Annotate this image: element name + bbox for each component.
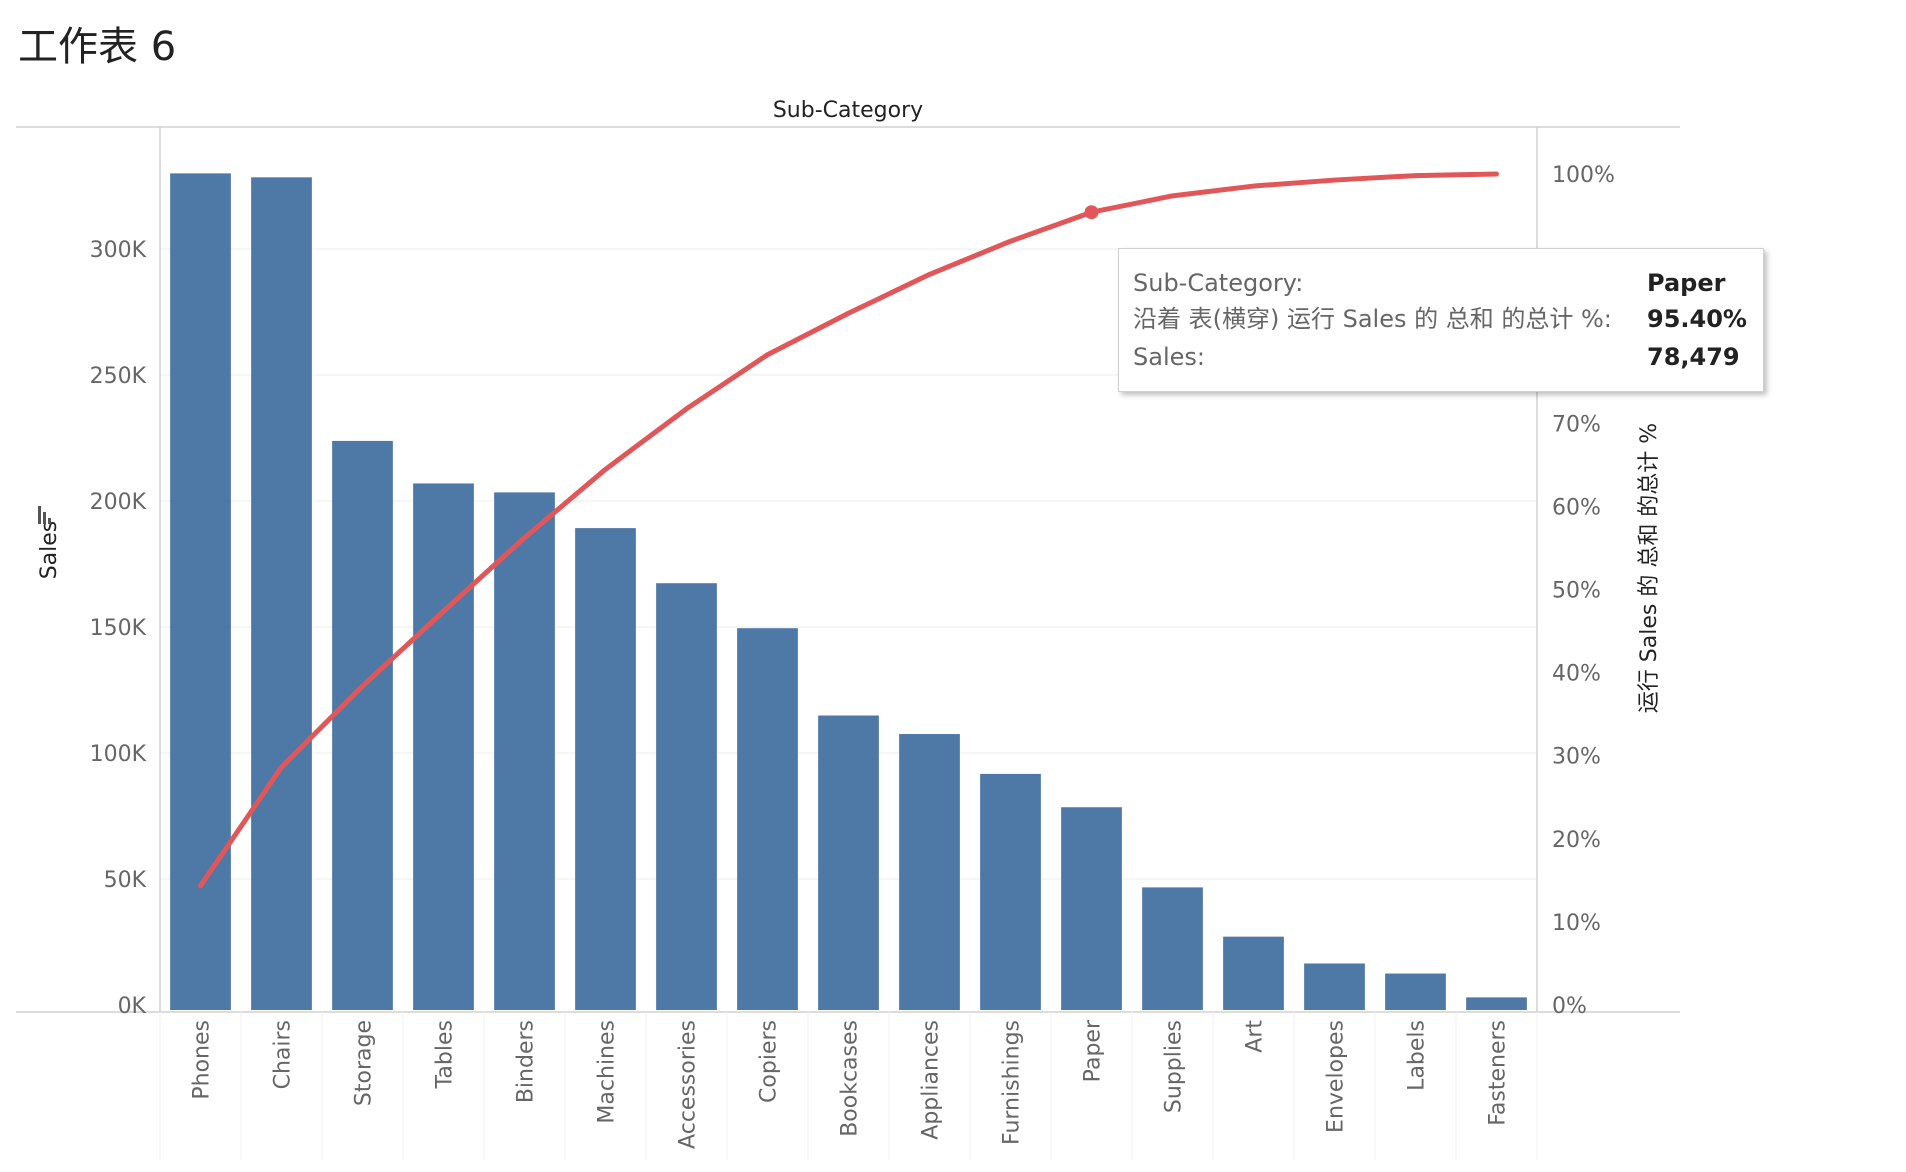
bar-furnishings[interactable] (980, 773, 1041, 1010)
tooltip-value: Paper (1647, 269, 1726, 297)
bar-copiers[interactable] (737, 628, 798, 1010)
y2-tick-label: 40% (1552, 662, 1601, 687)
chart-frame (16, 126, 1680, 1160)
cumulative-percent-line[interactable] (198, 171, 1499, 889)
y2-tick-label: 100% (1552, 163, 1615, 188)
x-tick-label: Supplies (1162, 1020, 1187, 1113)
bar-envelopes[interactable] (1304, 963, 1365, 1010)
bars (170, 173, 1527, 1011)
x-tick-label: Art (1243, 1020, 1268, 1053)
y-tick-label: 200K (90, 490, 147, 515)
x-tick-label: Binders (514, 1020, 539, 1103)
bar-binders[interactable] (494, 492, 555, 1010)
y2-tick-label: 30% (1552, 745, 1601, 770)
x-tick-label: Phones (190, 1020, 215, 1100)
y2-tick-label: 60% (1552, 495, 1601, 520)
tooltip-label: Sub-Category: (1133, 269, 1304, 297)
tooltip-row-subcategory: Sub-Category: Paper (1133, 265, 1753, 301)
bar-machines[interactable] (575, 528, 636, 1010)
x-tick-label: Tables (433, 1020, 458, 1089)
sheet-title: 工作表 6 (18, 24, 177, 70)
tooltip-value: 95.40% (1647, 305, 1747, 333)
tooltip-row-running-total: 沿着 表(横穿) 运行 Sales 的 总和 的总计 %: 95.40% (1133, 301, 1753, 337)
x-tick-label: Storage (352, 1020, 377, 1106)
bar-bookcases[interactable] (818, 715, 879, 1010)
x-tick-label: Bookcases (838, 1020, 863, 1137)
tooltip-row-sales: Sales: 78,479 (1133, 339, 1753, 375)
tooltip-value: 78,479 (1647, 343, 1740, 371)
x-tick-label: Accessories (676, 1020, 701, 1149)
bar-tables[interactable] (413, 483, 474, 1010)
y-tick-label: 300K (90, 238, 147, 263)
x-tick-label: Furnishings (1000, 1020, 1025, 1145)
tooltip: Sub-Category: Paper 沿着 表(横穿) 运行 Sales 的 … (1118, 248, 1764, 392)
y2-tick-label: 20% (1552, 828, 1601, 853)
bar-phones[interactable] (170, 173, 231, 1011)
axis-labels: 0K 50K 100K 150K 200K 250K 300K Phones Chairs Sto… (37, 98, 1662, 1149)
y-tick-label: 150K (90, 616, 147, 641)
y-tick-label: 0K (118, 994, 147, 1019)
bar-appliances[interactable] (899, 734, 960, 1010)
x-tick-label: Envelopes (1324, 1020, 1349, 1133)
bar-fasteners[interactable] (1466, 997, 1527, 1010)
bar-labels[interactable] (1385, 973, 1446, 1010)
x-tick-label: Labels (1405, 1020, 1430, 1091)
x-tick-label: Paper (1081, 1019, 1106, 1082)
y2-tick-label: 50% (1552, 579, 1601, 604)
bar-accessories[interactable] (656, 583, 717, 1010)
y2-tick-label: 0% (1552, 994, 1587, 1019)
y-tick-label: 50K (104, 868, 147, 893)
x-tick-label: Appliances (919, 1020, 944, 1140)
y2-axis-title: 运行 Sales 的 总和 的总计 % (1637, 423, 1662, 713)
x-tick-label: Copiers (757, 1020, 782, 1103)
highlight-point[interactable] (1084, 205, 1099, 220)
tooltip-label: Sales: (1133, 343, 1205, 371)
y-tick-label: 250K (90, 364, 147, 389)
tooltip-label: 沿着 表(横穿) 运行 Sales 的 总和 的总计 %: (1133, 305, 1612, 333)
x-tick-label: Machines (595, 1020, 620, 1124)
bar-storage[interactable] (332, 440, 393, 1011)
sort-icon[interactable] (38, 506, 51, 524)
x-tick-label: Fasteners (1486, 1020, 1511, 1126)
y2-tick-label: 70% (1552, 412, 1601, 437)
bar-supplies[interactable] (1142, 887, 1203, 1010)
bar-paper[interactable] (1061, 807, 1122, 1010)
x-tick-label: Chairs (271, 1020, 296, 1089)
cumulative-line (198, 171, 1499, 889)
bar-art[interactable] (1223, 936, 1284, 1010)
chart-title: Sub-Category (773, 98, 923, 123)
y-tick-label: 100K (90, 742, 147, 767)
y2-tick-label: 10% (1552, 911, 1601, 936)
y-axis-title: Sales (37, 521, 62, 580)
bar-chairs[interactable] (251, 177, 312, 1010)
